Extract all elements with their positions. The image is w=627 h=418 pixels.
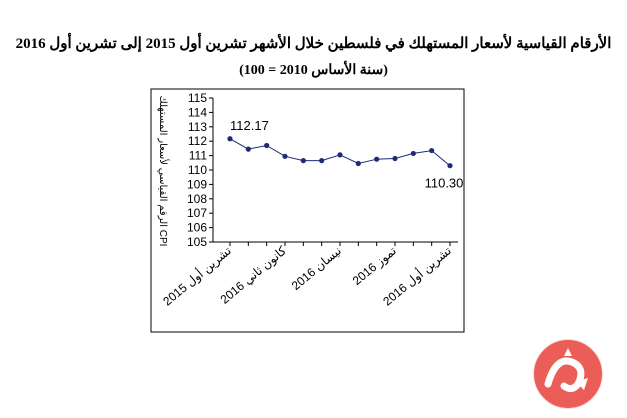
data-point [245, 146, 251, 152]
data-point [264, 142, 270, 149]
data-point [374, 156, 380, 162]
y-tick-label: 111 [189, 149, 208, 163]
data-label: 112.17 [230, 118, 269, 133]
y-tick-label: 114 [188, 105, 207, 119]
chart-title: الأرقام القياسية لأسعار المستهلك في فلسط… [15, 36, 612, 52]
y-tick-label: 113 [188, 120, 207, 134]
y-axis-label: الرقم القياسي لأسعار المستهلك CPI [157, 96, 170, 247]
y-tick-label: 105 [187, 235, 207, 249]
data-point [392, 155, 398, 162]
data-point [282, 153, 288, 159]
data-point [337, 152, 343, 158]
x-tick-label: نيسان 2016 [289, 244, 344, 293]
y-tick-label: 107 [187, 206, 207, 220]
data-point [319, 158, 325, 164]
x-tick-label: تموز 2016 [350, 244, 400, 289]
y-tick-label: 115 [188, 91, 207, 105]
data-point [410, 150, 416, 157]
news-agency-logo [532, 338, 604, 410]
y-tick-label: 108 [187, 192, 207, 206]
data-point [227, 136, 233, 142]
data-label: 110.30 [425, 176, 464, 191]
data-point [355, 160, 361, 167]
data-point [447, 163, 453, 169]
y-tick-label: 112 [188, 134, 207, 148]
y-tick-label: 110 [188, 163, 207, 177]
y-tick-label: 106 [187, 221, 207, 235]
data-point [300, 158, 306, 164]
chart-frame [150, 88, 465, 333]
chart-subtitle: (سنة الأساس 2010 = 100) [239, 63, 388, 78]
series-line [229, 138, 451, 167]
data-point [429, 147, 435, 154]
y-tick-label: 109 [187, 177, 207, 191]
